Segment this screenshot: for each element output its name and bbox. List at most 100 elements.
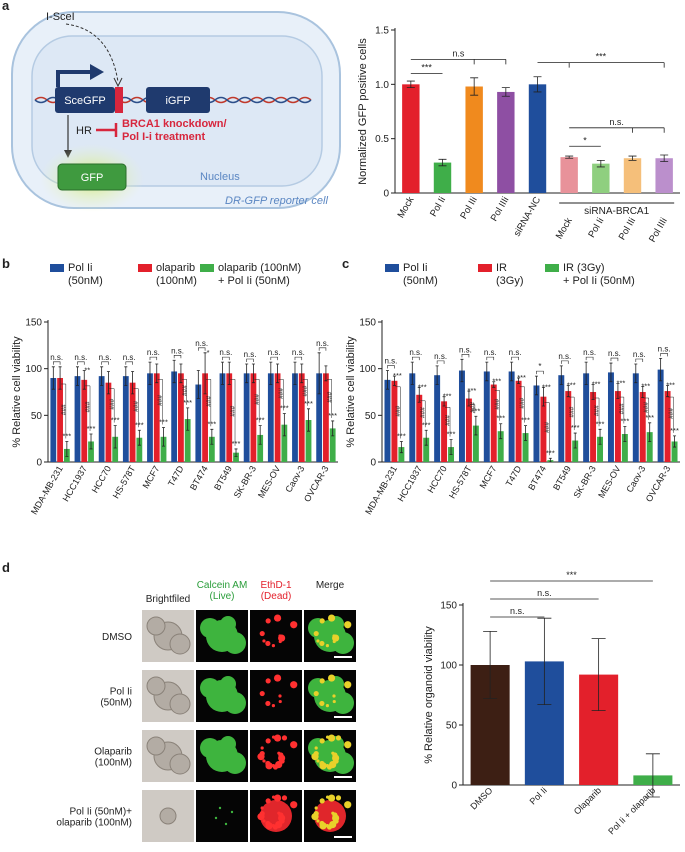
dead-dot xyxy=(273,674,282,682)
bar xyxy=(129,382,136,462)
bar xyxy=(592,163,610,193)
bracket xyxy=(254,379,260,423)
error-bar xyxy=(392,375,396,386)
bar xyxy=(298,373,305,462)
x-tick-label: HCC1937 xyxy=(61,464,89,503)
error-bar xyxy=(645,753,660,798)
live-cells xyxy=(332,692,354,714)
significance: ### xyxy=(668,408,675,419)
significance: ### xyxy=(302,385,309,396)
y-tick-label: 150 xyxy=(440,601,457,612)
y-tick-label: 100 xyxy=(440,661,457,672)
cell-label: DR-GFP reporter cell xyxy=(225,195,328,207)
significance: *** xyxy=(592,380,601,389)
bracket xyxy=(569,396,575,431)
bar xyxy=(171,371,178,462)
x-tick-label: siRNA-NC xyxy=(512,195,543,239)
bracket xyxy=(173,354,182,359)
x-tick-label: Pol Ii + olaparib xyxy=(606,785,657,836)
bar xyxy=(136,437,143,462)
dead-dot xyxy=(344,621,352,629)
dead-dot xyxy=(325,704,330,708)
live-cells xyxy=(200,618,220,638)
error-bar xyxy=(524,425,528,441)
dead-dot xyxy=(277,751,281,755)
bracket xyxy=(610,357,619,362)
significance: n.s. xyxy=(633,350,646,359)
live-cells xyxy=(200,738,220,758)
significance: ### xyxy=(395,405,402,416)
x-tick-label: Mock xyxy=(554,216,575,241)
bar xyxy=(621,434,628,462)
bar xyxy=(657,369,664,462)
significance: ### xyxy=(181,385,188,396)
error-bar xyxy=(210,428,214,445)
bracket xyxy=(326,379,332,418)
x-tick-label: Pol Ii xyxy=(586,216,606,240)
error-bar xyxy=(673,435,677,448)
significance: *** xyxy=(666,380,675,389)
x-tick-label: OVCAR-3 xyxy=(644,464,673,504)
error-bar xyxy=(269,361,273,385)
dead-dot xyxy=(272,764,279,770)
bracket xyxy=(206,379,212,427)
column-header: Calcein AM (Live) xyxy=(197,580,248,602)
x-tick-label: Caov-3 xyxy=(624,464,647,494)
significance: n.s. xyxy=(459,345,472,354)
bar xyxy=(184,419,191,462)
panel-label: a xyxy=(2,0,10,13)
significance: n.s. xyxy=(171,346,184,355)
error-bar xyxy=(331,420,335,437)
significance: *** xyxy=(641,381,650,390)
significance: *** xyxy=(617,379,626,388)
live-dot xyxy=(218,806,222,810)
bracket xyxy=(125,361,133,365)
dead-dot xyxy=(327,794,336,802)
gfp-box xyxy=(57,163,127,191)
significance: ### xyxy=(569,406,576,417)
significance: *** xyxy=(232,439,241,448)
bracket xyxy=(635,358,644,362)
x-tick-label: Pol IIIi xyxy=(489,195,512,223)
significance: ### xyxy=(85,401,92,412)
significance: *** xyxy=(496,414,505,423)
organoid xyxy=(146,676,166,696)
significance: n.s. xyxy=(608,349,621,358)
bar xyxy=(632,373,639,462)
row-label: Pol Ii (50nM)+ olaparib (100nM) xyxy=(56,807,132,829)
error-bar xyxy=(474,415,478,436)
bar xyxy=(416,394,423,462)
x-tick-label: SK-BR-3 xyxy=(232,464,258,500)
organoid xyxy=(169,633,191,655)
product-label: GFP xyxy=(81,172,104,184)
y-tick-label: 1.0 xyxy=(375,80,389,91)
dead-dot xyxy=(278,694,282,698)
live-cells xyxy=(200,678,220,698)
promoter-arrow xyxy=(56,70,92,87)
organoid xyxy=(146,736,166,756)
bracket xyxy=(387,365,395,369)
dead-dot xyxy=(265,822,273,830)
error-bar xyxy=(591,384,595,400)
significance: n.s. xyxy=(292,348,305,357)
y-tick-label: 50 xyxy=(365,411,377,422)
significance: * xyxy=(538,362,541,371)
bar xyxy=(178,373,184,462)
bar xyxy=(433,162,452,193)
dead-dot xyxy=(327,734,336,742)
x-tick-label: HCC1937 xyxy=(396,464,424,503)
error-bar xyxy=(485,361,489,382)
significance: n.s. xyxy=(409,348,422,357)
bracket xyxy=(101,361,109,365)
error-bar xyxy=(541,386,545,407)
significance: n.s. xyxy=(609,117,624,127)
bar xyxy=(614,391,621,462)
dead-dot xyxy=(313,630,319,637)
dead-dot xyxy=(319,822,327,830)
dead-dot xyxy=(314,806,318,810)
error-bar xyxy=(172,359,176,384)
bar xyxy=(607,372,614,462)
error-bar xyxy=(660,154,669,162)
error-bar xyxy=(75,366,79,386)
x-tick-label: MCF7 xyxy=(478,464,499,490)
